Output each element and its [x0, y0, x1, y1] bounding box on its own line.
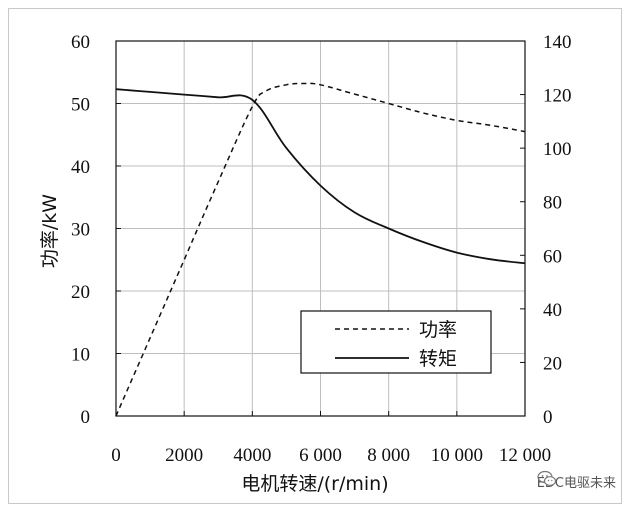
y-left-tick-label: 20 [71, 282, 90, 303]
y-left-tick-label: 10 [71, 345, 90, 366]
y-right-tick-label: 120 [543, 86, 572, 107]
series-line-torque [115, 88, 526, 265]
x-tick-label: 0 [111, 445, 121, 466]
y-right-tick-label: 20 [543, 353, 562, 374]
series-layer [115, 82, 526, 417]
y-left-tick-label: 50 [71, 95, 90, 116]
y-right-tick-label: 100 [543, 139, 572, 160]
wechat-icon [537, 470, 556, 486]
y-right-tick-label: 140 [543, 32, 572, 53]
y-right-tick-label: 80 [543, 193, 562, 214]
y-right-tick-label: 60 [543, 246, 562, 267]
chart-frame: 0 2000 4000 6 000 8 000 10 000 12 000 0 10 20 30 40… [8, 8, 622, 504]
legend-label-torque: 转矩 [419, 348, 457, 370]
legend-label-power: 功率 [419, 319, 457, 341]
y-right-tick-label: 0 [543, 407, 553, 428]
y-axis-label: 功率/kW [39, 194, 61, 268]
x-axis-label: 电机转速/(r/min) [241, 473, 388, 495]
x-tick-label: 4000 [233, 445, 271, 466]
ticks-layer: 0 2000 4000 6 000 8 000 10 000 12 000 0 10 20 30 40… [71, 32, 572, 466]
watermark: EDC电驱未来 [537, 470, 616, 492]
x-tick-label: 6 000 [299, 445, 342, 466]
x-tick-label: 12 000 [499, 445, 551, 466]
y-left-tick-label: 40 [71, 157, 90, 178]
x-tick-label: 8 000 [367, 445, 410, 466]
watermark-text: EDC电驱未来 [536, 475, 616, 491]
x-tick-label: 10 000 [431, 445, 483, 466]
x-tick-label: 2000 [165, 445, 203, 466]
chart: 0 2000 4000 6 000 8 000 10 000 12 000 0 10 20 30 40… [39, 32, 572, 495]
legend: 功率 转矩 [300, 310, 492, 374]
legend-box [300, 310, 492, 374]
y-left-tick-label: 0 [81, 407, 91, 428]
y-right-tick-label: 40 [543, 300, 562, 321]
y-left-tick-label: 30 [71, 220, 90, 241]
series-line-power [115, 82, 526, 417]
y-left-tick-label: 60 [71, 32, 90, 53]
